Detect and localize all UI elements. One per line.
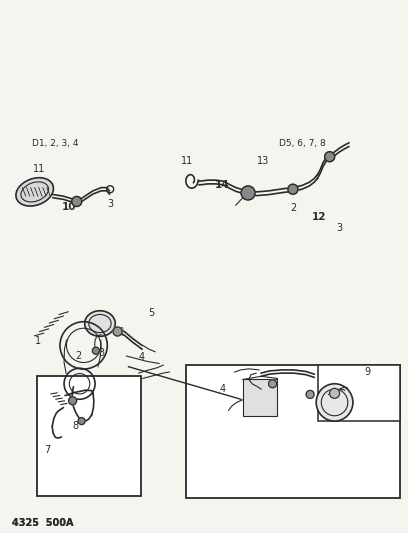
Text: 12: 12 [312,213,326,222]
Text: D1, 2, 3, 4: D1, 2, 3, 4 [32,140,78,148]
Text: 3: 3 [107,199,113,209]
Ellipse shape [85,311,115,336]
Text: 5: 5 [148,308,154,318]
Ellipse shape [16,177,53,206]
Text: 11: 11 [33,165,45,174]
Text: 3: 3 [336,223,343,233]
Circle shape [69,397,77,405]
Text: 7: 7 [44,446,50,455]
Circle shape [92,347,100,354]
Text: D5, 6, 7, 8: D5, 6, 7, 8 [279,140,325,148]
Text: 8: 8 [72,422,79,431]
Text: 9: 9 [364,367,370,376]
Circle shape [330,389,339,398]
Text: 4325  500A: 4325 500A [12,518,74,528]
Circle shape [288,184,298,194]
Bar [37,376,141,496]
Bar [243,379,277,416]
Text: 14: 14 [215,181,230,190]
Text: 6: 6 [106,321,112,329]
Bar [318,365,400,421]
Text: 4: 4 [139,352,145,361]
Circle shape [113,327,122,336]
Circle shape [72,197,82,206]
Text: 11: 11 [181,156,193,166]
Text: 2: 2 [118,327,123,336]
Text: 2: 2 [75,351,82,361]
Text: 10: 10 [62,202,77,212]
Text: 2: 2 [290,203,296,213]
Text: 1: 1 [35,336,41,346]
Text: 4: 4 [219,384,226,394]
Circle shape [78,417,85,425]
Circle shape [306,390,314,399]
Text: 13: 13 [257,156,269,166]
Text: 3: 3 [98,349,104,358]
Circle shape [325,152,335,161]
Circle shape [241,186,255,200]
Ellipse shape [316,384,353,421]
Bar [186,365,400,498]
Text: 4325  500A: 4325 500A [12,518,74,528]
Circle shape [268,379,277,388]
